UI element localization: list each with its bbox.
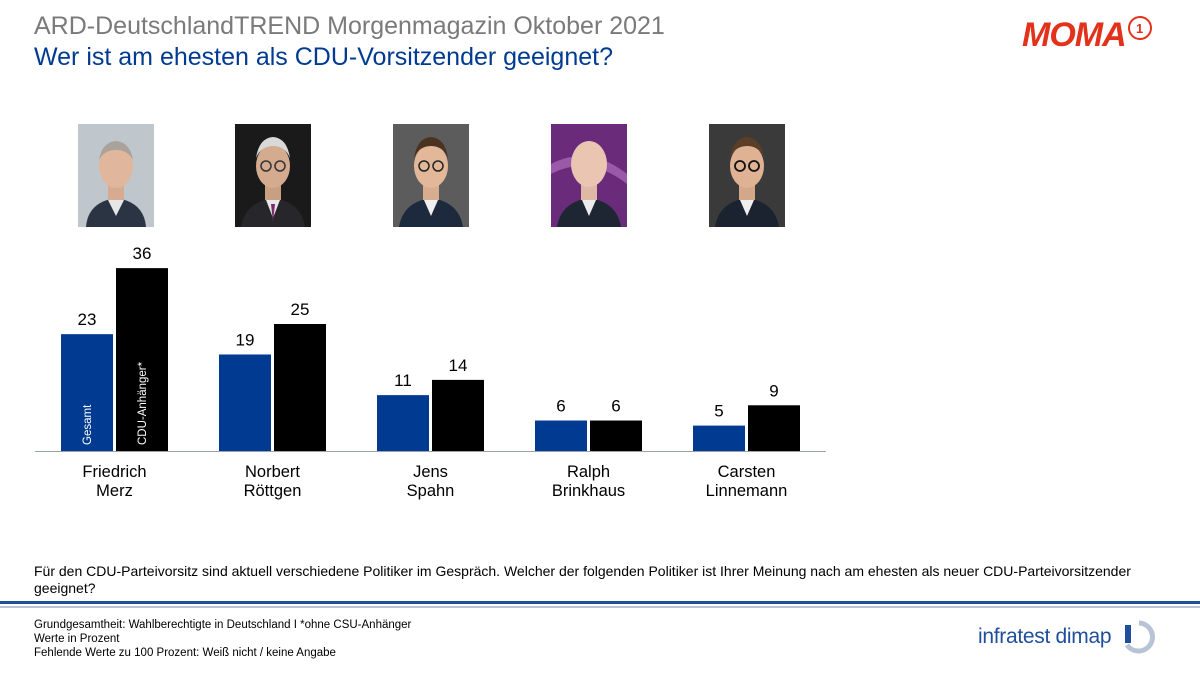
bar-cdu-4 [748,405,800,451]
category-label-3-1: Brinkhaus [552,482,625,500]
footer-divider [0,601,1200,604]
bar-gesamt-1 [219,354,271,451]
moma-logo-text: MOMA [1022,15,1127,54]
data-label-cdu-2: 14 [449,356,468,375]
series-label-cdu: CDU-Anhänger* [137,361,149,445]
bar-cdu-3 [590,420,642,451]
footer-divider-secondary [0,606,1200,608]
portrait-linnemann [709,124,785,227]
survey-question: Für den CDU-Parteivorsitz sind aktuell v… [34,563,1131,596]
portrait-merz [78,124,154,227]
data-label-gesamt-2: 11 [394,371,412,390]
bar-gesamt-0 [61,334,113,451]
bar-gesamt-3 [535,420,587,451]
data-label-cdu-4: 9 [769,381,778,400]
footnote-missing: Fehlende Werte zu 100 Prozent: Weiß nich… [34,647,336,659]
chart-title: ARD-DeutschlandTREND Morgenmagazin Oktob… [34,12,665,40]
category-label-2-0: Jens [413,463,448,481]
bar-gesamt-4 [693,425,745,451]
category-label-4-1: Linnemann [706,482,788,500]
footnotes: Grundgesamtheit: Wahlberechtigte in Deut… [34,618,411,660]
infratest-dimap-logo-text: infratest dimap [978,625,1112,648]
category-label-3-0: Ralph [567,463,610,481]
portrait-brinkhaus [551,124,627,227]
bar-gesamt-2 [377,395,429,451]
data-label-cdu-1: 25 [291,300,310,319]
portrait-roettgen [235,124,311,227]
bar-cdu-2 [432,379,484,451]
series-label-gesamt: Gesamt [82,404,94,445]
moma-logo: MOMA 1 [1022,15,1152,55]
category-label-0-0: Friedrich [82,463,146,481]
category-label-2-1: Spahn [407,482,455,500]
data-label-cdu-3: 6 [611,397,620,416]
bar-cdu-1 [274,324,326,451]
ard-one-icon: 1 [1127,16,1152,40]
footnote-unit: Werte in Prozent [34,633,120,645]
category-label-4-0: Carsten [718,463,776,481]
data-label-gesamt-3: 6 [556,397,565,416]
bar-cdu-0 [116,268,168,451]
data-label-gesamt-0: 23 [78,310,97,329]
data-label-gesamt-1: 19 [236,330,255,349]
chart-subtitle: Wer ist am ehesten als CDU-Vorsitzender … [34,43,613,71]
infratest-dimap-logo: infratest dimap [978,617,1157,657]
dimap-mark-icon [1125,620,1156,654]
category-label-1-1: Röttgen [244,482,302,500]
footnote-base: Grundgesamtheit: Wahlberechtigte in Deut… [34,619,412,631]
data-label-cdu-0: 36 [133,244,152,263]
data-label-gesamt-4: 5 [714,402,723,421]
category-label-0-1: Merz [96,482,133,500]
category-label-1-0: Norbert [245,463,300,481]
portrait-spahn [393,124,469,227]
